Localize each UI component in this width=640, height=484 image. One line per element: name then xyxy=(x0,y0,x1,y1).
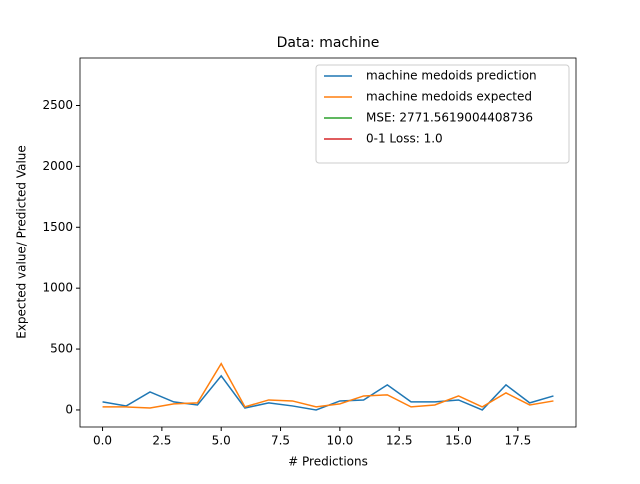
y-tick-label: 500 xyxy=(50,342,73,356)
y-tick-label: 2500 xyxy=(42,98,73,112)
y-tick-label: 2000 xyxy=(42,159,73,173)
x-tick-label: 10.0 xyxy=(327,434,354,448)
x-tick-label: 7.5 xyxy=(271,434,290,448)
legend-label: MSE: 2771.5619004408736 xyxy=(366,111,533,125)
legend-label: machine medoids prediction xyxy=(366,69,537,83)
y-axis-label: Expected value/ Predicted Value xyxy=(15,145,29,339)
x-tick-label: 17.5 xyxy=(504,434,531,448)
y-tick-label: 1000 xyxy=(42,281,73,295)
plot-frame xyxy=(79,57,577,428)
legend-label: 0-1 Loss: 1.0 xyxy=(366,132,443,146)
x-tick-label: 15.0 xyxy=(445,434,472,448)
y-tick-label: 0 xyxy=(65,402,73,416)
legend-label: machine medoids expected xyxy=(366,90,532,104)
x-axis-label: # Predictions xyxy=(288,455,368,469)
x-tick-label: 5.0 xyxy=(212,434,231,448)
x-tick-label: 0.0 xyxy=(93,434,112,448)
chart-title: Data: machine xyxy=(277,35,380,51)
x-tick-label: 2.5 xyxy=(152,434,171,448)
line xyxy=(102,362,554,409)
legend-box xyxy=(315,64,570,164)
y-tick-label: 1500 xyxy=(42,220,73,234)
x-tick-label: 12.5 xyxy=(386,434,413,448)
